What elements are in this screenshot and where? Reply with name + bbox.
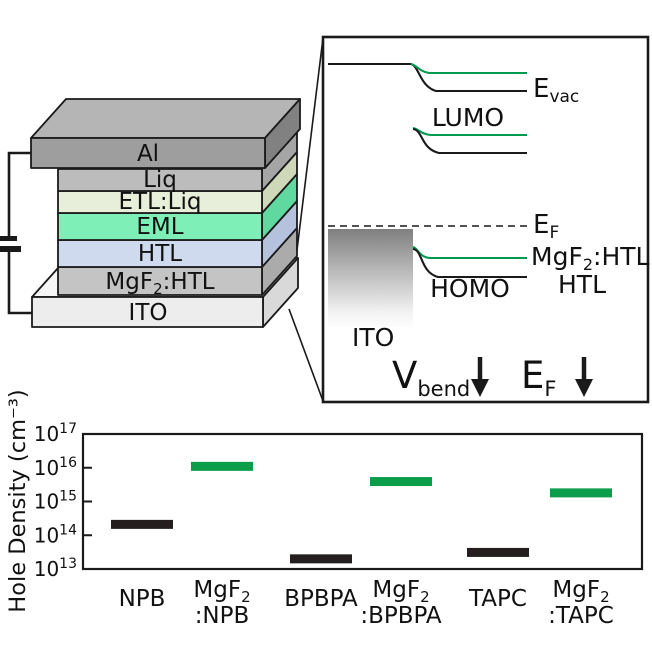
liq-layer-label: Liq bbox=[143, 167, 177, 193]
al-layer-top bbox=[30, 98, 301, 139]
hole-density-bar bbox=[550, 488, 612, 498]
al-layer-label: Al bbox=[137, 141, 159, 167]
ef-down-label: EF bbox=[521, 354, 556, 401]
hole-density-bar bbox=[191, 461, 253, 471]
liq-layer-front bbox=[57, 168, 263, 192]
battery-plate-short bbox=[0, 236, 17, 241]
ito-electrode-gradient bbox=[328, 229, 413, 327]
fermi-level-label: EF bbox=[533, 210, 559, 243]
eml-layer-label: EML bbox=[136, 214, 183, 240]
htl-layer-label: HTL bbox=[138, 241, 182, 267]
x-category-label: MgF2 bbox=[552, 577, 609, 606]
x-category-label: TAPC bbox=[468, 586, 527, 612]
inset-frame bbox=[321, 35, 650, 404]
down-arrow-icon bbox=[575, 357, 593, 397]
hole-density-bar bbox=[111, 519, 173, 529]
connector-line-top bbox=[296, 37, 324, 251]
x-category-label: MgF2 bbox=[193, 577, 250, 606]
evac-line-htl bbox=[328, 62, 527, 93]
homo-line-htl bbox=[412, 247, 527, 279]
vbend-label: Vbend bbox=[392, 354, 470, 401]
x-category-label: BPBPA bbox=[284, 586, 358, 612]
al-layer-front bbox=[30, 137, 266, 169]
zoom-connector-lines bbox=[288, 37, 324, 402]
device-stack-diagram: Al Liq ETL:Liq EML HTL MgF2:HTL ITO bbox=[0, 98, 301, 328]
connector-line-bottom bbox=[288, 308, 324, 402]
chart-frame bbox=[81, 432, 644, 571]
hole-density-chart: Hole Density (cm⁻³) 1013 1014 1015 1016 1017… bbox=[5, 389, 644, 629]
wire-top bbox=[7, 151, 32, 236]
x-category-label-line2: :TAPC bbox=[548, 603, 614, 629]
battery-plate-long bbox=[0, 246, 21, 252]
htl-band-label: HTL bbox=[558, 270, 606, 299]
y-axis-label: Hole Density (cm⁻³) bbox=[5, 389, 31, 612]
ito-electrode-label: ITO bbox=[352, 323, 394, 352]
y-tick-label: 1014 bbox=[34, 522, 77, 547]
wire-bottom bbox=[7, 252, 32, 315]
evac-line-mgf2-htl bbox=[410, 62, 527, 75]
down-arrow-icon bbox=[471, 357, 489, 397]
y-tick-label: 1013 bbox=[34, 556, 77, 581]
mgf2-htl-band-label: MgF2:HTL bbox=[531, 242, 650, 274]
etl-liq-layer-label: ETL:Liq bbox=[119, 189, 202, 215]
mgf2-htl-layer-label: MgF2:HTL bbox=[105, 269, 214, 298]
lumo-label: LUMO bbox=[432, 103, 504, 132]
x-category-label-line2: :BPBPA bbox=[360, 603, 442, 629]
x-category-label: NPB bbox=[119, 586, 166, 612]
x-category-label-line2: :NPB bbox=[195, 603, 250, 629]
evac-label: Evac bbox=[533, 74, 579, 107]
lumo-line-htl bbox=[412, 127, 527, 155]
hole-density-bar bbox=[370, 477, 432, 487]
homo-label: HOMO bbox=[430, 274, 510, 303]
y-tick-label: 1017 bbox=[34, 421, 77, 446]
ito-layer-label: ITO bbox=[129, 300, 168, 326]
y-tick-label: 1015 bbox=[34, 489, 77, 514]
band-diagram-inset: Evac LUMO EF MgF2:HTL HTL HOMO ITO Vbend… bbox=[321, 35, 650, 404]
x-category-label: MgF2 bbox=[372, 577, 429, 606]
ito-layer-front bbox=[31, 296, 264, 328]
hole-density-bar bbox=[290, 554, 352, 564]
hole-density-bar bbox=[467, 547, 529, 557]
y-tick-label: 1016 bbox=[34, 455, 77, 480]
